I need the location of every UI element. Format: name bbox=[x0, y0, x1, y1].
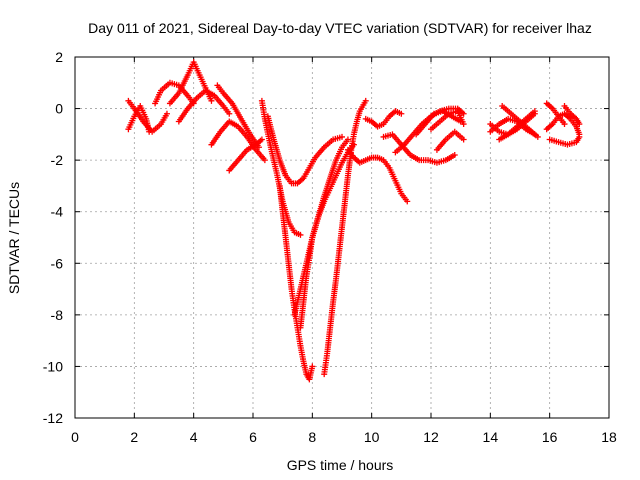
data-point bbox=[451, 151, 458, 158]
series-arc-8 bbox=[226, 136, 265, 174]
series-arc-21 bbox=[433, 128, 467, 153]
x-tick-label: 4 bbox=[190, 429, 198, 445]
x-tick-label: 14 bbox=[483, 429, 499, 445]
series-arc-16 bbox=[362, 108, 405, 130]
series-arc-29 bbox=[561, 102, 583, 128]
data-point bbox=[226, 110, 233, 117]
y-tick-label: -6 bbox=[51, 255, 64, 271]
series-arc-7 bbox=[208, 118, 268, 164]
series-arc-6 bbox=[214, 82, 262, 151]
series-arc-3 bbox=[152, 79, 197, 107]
x-axis-label: GPS time / hours bbox=[287, 457, 394, 473]
chart-title: Day 011 of 2021, Sidereal Day-to-day VTE… bbox=[88, 20, 592, 36]
data-point bbox=[576, 133, 583, 140]
plot-frame bbox=[74, 56, 610, 419]
y-tick-label: -10 bbox=[43, 358, 63, 374]
series-arc-20 bbox=[428, 108, 467, 133]
x-tick-label: 16 bbox=[542, 429, 558, 445]
series-arc-25 bbox=[496, 108, 538, 143]
data-point bbox=[534, 133, 541, 140]
x-tick-label: 6 bbox=[249, 429, 257, 445]
series-arc-15 bbox=[344, 146, 411, 205]
data-point bbox=[258, 136, 265, 143]
y-tick-label: -12 bbox=[43, 410, 63, 426]
series-arc-28 bbox=[546, 133, 583, 148]
series-arc-17 bbox=[380, 131, 458, 166]
data-point bbox=[344, 136, 351, 143]
data-point bbox=[261, 157, 268, 164]
x-tick-label: 18 bbox=[601, 429, 617, 445]
y-axis-label: SDTVAR / TECUs bbox=[6, 182, 22, 294]
y-tick-label: -8 bbox=[51, 307, 64, 323]
data-point bbox=[531, 108, 538, 115]
data-point bbox=[309, 363, 316, 370]
data-point bbox=[163, 110, 170, 117]
series-arc-4 bbox=[166, 59, 215, 107]
data-point bbox=[362, 97, 369, 104]
series-arc-2 bbox=[125, 97, 170, 135]
data-points bbox=[125, 59, 583, 383]
series-arc-13 bbox=[291, 136, 351, 318]
x-tick-label: 10 bbox=[364, 429, 380, 445]
x-tick-label: 12 bbox=[423, 429, 439, 445]
series-arc-11 bbox=[276, 182, 316, 383]
data-point bbox=[460, 136, 467, 143]
data-point bbox=[460, 121, 467, 128]
series-arc-10 bbox=[264, 113, 345, 187]
data-point bbox=[404, 198, 411, 205]
data-point bbox=[398, 110, 405, 117]
y-tick-label: -2 bbox=[51, 152, 64, 168]
axis-ticks: 0 2 4 6 8 10 12 14 16 18 -12 -10 -8 -6 -4 -2 0 2 bbox=[43, 49, 617, 445]
x-tick-label: 8 bbox=[308, 429, 316, 445]
data-point bbox=[561, 121, 568, 128]
data-point bbox=[339, 133, 345, 140]
data-point bbox=[576, 121, 583, 128]
y-tick-label: -4 bbox=[51, 204, 64, 220]
data-point bbox=[297, 231, 304, 238]
y-tick-label: 2 bbox=[55, 49, 63, 65]
series-arc-23 bbox=[487, 115, 538, 138]
x-tick-label: 0 bbox=[71, 429, 79, 445]
x-tick-label: 2 bbox=[130, 429, 138, 445]
y-tick-label: 0 bbox=[55, 101, 63, 117]
series-arc-5 bbox=[175, 87, 233, 125]
series-arc-24 bbox=[499, 102, 541, 140]
data-point bbox=[208, 97, 215, 104]
